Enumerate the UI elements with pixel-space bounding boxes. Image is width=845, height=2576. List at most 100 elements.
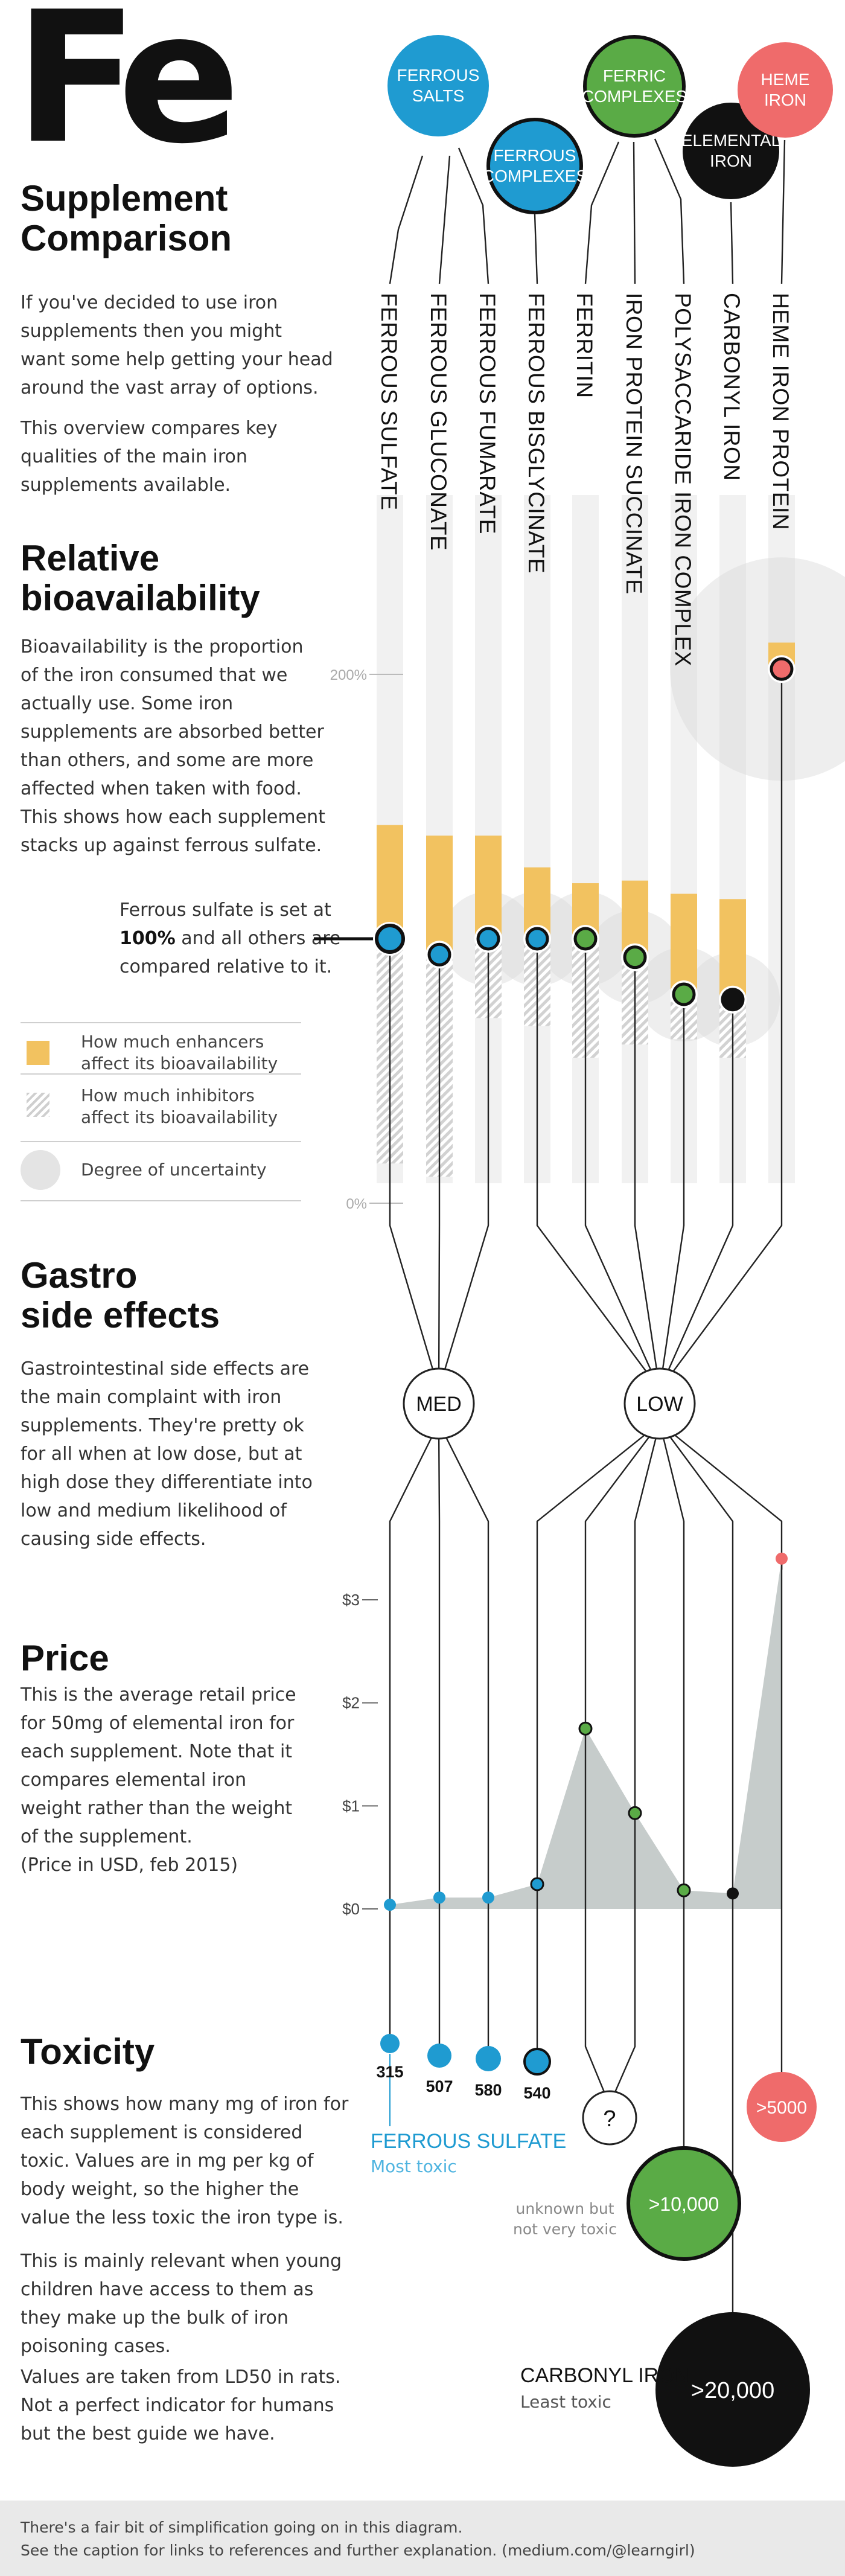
enhancer-bar-ferrous-fumarate	[475, 836, 502, 939]
bio-dot-ferrous-gluconate	[427, 942, 451, 967]
uncertainty-swatch	[21, 1150, 60, 1190]
gastro-title: Gastro side effects	[21, 1255, 220, 1335]
gastro-node-low-label: LOW	[636, 1393, 683, 1416]
toxicity-link-iron-protein-succinate	[613, 1909, 636, 2095]
gastro-description: Gastrointestinal side effects are the mai…	[21, 1358, 313, 1550]
group-circle-heme-iron: HEME IRON	[738, 42, 833, 138]
legend-divider	[21, 1200, 301, 1201]
group-circle-ferric-complexes: FERRIC COMPLEXES	[582, 35, 687, 138]
connector-line-ferrous-bisglycinate	[534, 214, 538, 284]
toxicity-value-carbonyl: >20,000	[691, 2378, 774, 2403]
connector-line-carbonyl-iron	[730, 202, 734, 284]
toxicity-value-ferrous-sulfate: 315	[376, 2063, 403, 2081]
most-toxic-label: Most toxic	[371, 2156, 457, 2176]
baseline-note: Ferrous sulfate is set at 100% and all o…	[120, 900, 341, 977]
legend-uncertainty: Degree of uncertainty	[81, 1160, 267, 1180]
least-toxic-label: Least toxic	[520, 2392, 611, 2412]
price-axis-label: $3	[342, 1591, 360, 1609]
price-dot-ferrous-gluconate	[433, 1891, 445, 1904]
bio-dot-ferritin	[573, 927, 598, 951]
supplement-label-iron-protein-succinate: IRON PROTEIN SUCCINATE	[622, 293, 646, 595]
connector-line-ferrous-gluconate	[438, 155, 451, 284]
intro-paragraph-1: If you've decided to use iron supplements…	[21, 292, 333, 398]
toxicity-dot-ferrous-fumarate	[476, 2046, 501, 2071]
supplement-label-polysaccaride-iron-complex: POLYSACCARIDE IRON COMPLEX	[671, 293, 695, 666]
toxicity-value-ferric: >10,000	[649, 2193, 719, 2215]
toxicity-dot-carbonyl-iron	[655, 2312, 810, 2467]
gastro-node-med	[403, 1367, 475, 1440]
gastro-node-low	[623, 1367, 696, 1440]
price-axis-label: $0	[342, 1900, 360, 1918]
connector-line-heme-iron-protein	[780, 139, 786, 284]
price-dot-ferrous-bisglycinate	[530, 1877, 544, 1891]
connector-line-ferrous-fumarate	[458, 147, 489, 284]
inhibitor-swatch	[27, 1093, 49, 1117]
axis-label-0: 0%	[346, 1196, 367, 1212]
toxicity-unknown-dot	[582, 2090, 637, 2146]
uncertainty-halo-heme-iron-protein	[670, 557, 845, 781]
price-axis-label: $1	[342, 1797, 360, 1815]
bioavailability-description: Bioavailability is the proportion of the …	[21, 636, 325, 856]
legend-inhibitors: How much inhibitors affect its bioavailab…	[81, 1085, 278, 1127]
price-dot-iron-protein-succinate	[628, 1806, 642, 1820]
group-circle-ferrous-salts: FERROUS SALTS	[387, 35, 489, 136]
group-circle-ferrous-complexes: FERROUS COMPLEXES	[482, 118, 587, 214]
toxicity-unknown-symbol: ?	[603, 2106, 616, 2132]
bio-dot-ferrous-fumarate	[476, 927, 500, 951]
toxicity-dot-ferrous-gluconate	[427, 2044, 451, 2068]
group-circle-elemental-iron: ELEMENTAL IRON	[681, 103, 780, 199]
bio-dot-ferrous-bisglycinate	[525, 927, 549, 951]
supplement-label-carbonyl-iron: CARBONYL IRON	[719, 293, 744, 481]
enhancer-swatch	[27, 1041, 49, 1065]
bio-dot-iron-protein-succinate	[623, 945, 647, 970]
price-dot-heme-iron-protein	[776, 1552, 788, 1565]
enhancer-bar-polysaccaride-iron-complex	[671, 893, 697, 994]
toxicity-value-ferrous-fumarate: 580	[474, 2081, 502, 2099]
toxicity-title: Toxicity	[21, 2031, 155, 2072]
toxicity-dot-ferrous-bisglycinate	[523, 2048, 551, 2076]
bio-dot-polysaccaride-iron-complex	[672, 982, 696, 1006]
price-dot-ferrous-sulfate	[384, 1899, 396, 1911]
toxicity-description-2: This is mainly relevant when young childr…	[21, 2251, 342, 2357]
enhancer-bar-carbonyl-iron	[719, 899, 746, 1000]
unknown-note: unknown but not very toxic	[513, 2200, 617, 2238]
price-dot-ferrous-fumarate	[482, 1891, 494, 1904]
toxicity-description-3: Values are taken from LD50 in rats. Not a…	[21, 2367, 341, 2444]
intro-paragraph-2: This overview compares key qualities of t…	[21, 418, 278, 496]
footer-line-2: See the caption for links to references …	[21, 2542, 695, 2559]
axis-label-200: 200%	[330, 667, 367, 683]
footer-line-1: There's a fair bit of simplification goi…	[21, 2519, 463, 2536]
bio-dot-heme-iron-protein	[770, 657, 794, 681]
supplement-label-ferrous-gluconate: FERROUS GLUCONATE	[426, 293, 451, 551]
toxicity-dot-ferrous-sulfate	[380, 2034, 400, 2053]
page-title: Supplement Comparison	[21, 178, 232, 258]
toxicity-dot-heme-iron-protein	[747, 2072, 817, 2142]
supplement-label-ferritin: FERRITIN	[572, 293, 597, 398]
price-title: Price	[21, 1638, 109, 1678]
enhancer-bar-ferrous-sulfate	[377, 825, 403, 939]
legend-divider	[21, 1073, 301, 1075]
connector-line-polysaccaride-iron-complex	[654, 138, 685, 284]
element-symbol: Fe	[14, 0, 240, 184]
supplement-label-ferrous-bisglycinate: FERROUS BISGLYCINATE	[524, 293, 549, 574]
toxicity-value-ferrous-bisglycinate: 540	[523, 2084, 550, 2102]
supplement-label-ferrous-sulfate: FERROUS SULFATE	[377, 293, 401, 511]
price-dot-ferritin	[578, 1721, 593, 1736]
connector-line-ferrous-sulfate	[389, 155, 424, 284]
price-description: This is the average retail price for 50mg…	[21, 1684, 296, 1876]
legend-divider	[21, 1141, 301, 1142]
enhancer-bar-ferrous-gluconate	[426, 836, 453, 955]
toxicity-dot-polysaccaride-iron-complex	[627, 2146, 741, 2261]
least-toxic-name: CARBONYL IRON	[520, 2364, 690, 2387]
bio-dot-ferrous-sulfate	[375, 924, 405, 954]
connector-line-ferritin	[584, 141, 620, 284]
price-dot-carbonyl-iron	[727, 1887, 739, 1900]
connector-line-iron-protein-succinate	[633, 141, 636, 284]
legend-divider	[21, 1022, 301, 1023]
toxicity-value-ferrous-gluconate: 507	[426, 2077, 453, 2095]
most-toxic-name: FERROUS SULFATE	[371, 2130, 567, 2153]
price-dot-polysaccaride-iron-complex	[677, 1883, 691, 1897]
toxicity-value-heme: >5000	[756, 2098, 807, 2118]
bio-dot-carbonyl-iron	[721, 988, 745, 1012]
